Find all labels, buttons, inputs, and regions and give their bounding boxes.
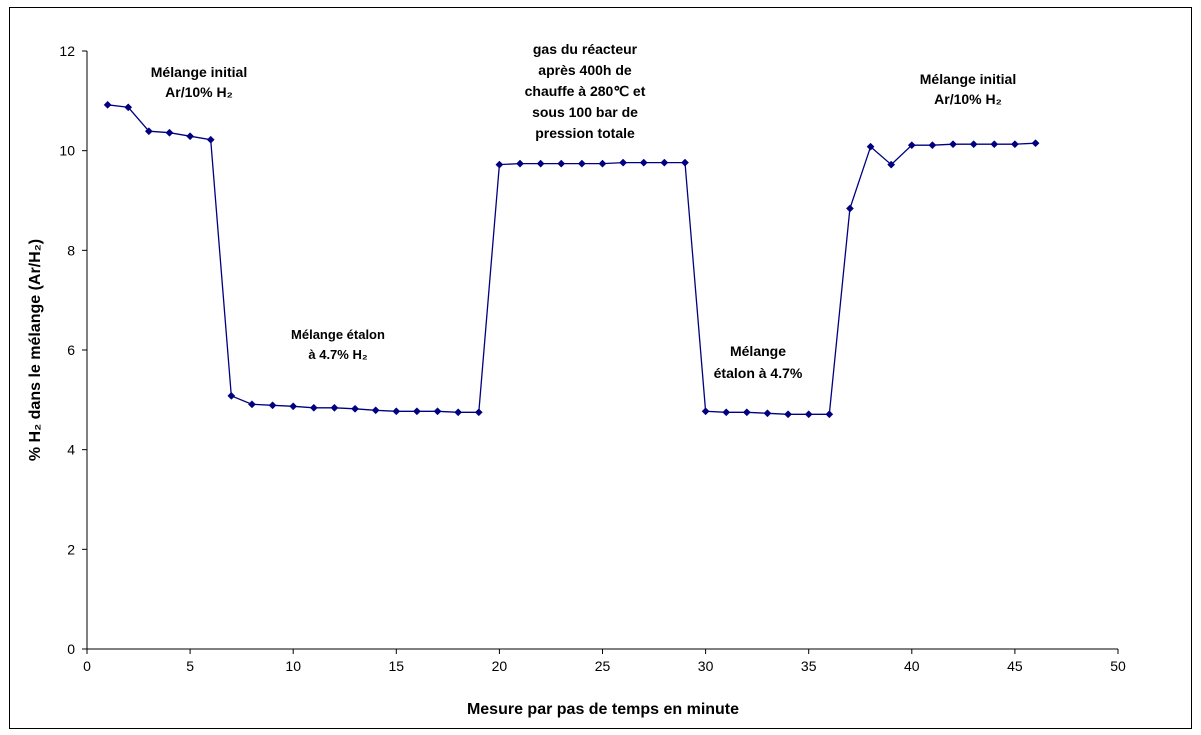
x-tick-label: 25 xyxy=(595,658,611,674)
data-point xyxy=(412,407,421,416)
annotation: gas du réacteur après 400h de chauffe à 28… xyxy=(525,41,646,141)
y-tick-label: 4 xyxy=(67,442,75,458)
y-tick-label: 8 xyxy=(67,242,75,258)
data-point xyxy=(969,140,978,149)
data-point xyxy=(681,158,689,167)
y-axis-title: % H₂ dans le mélange (Ar/H₂) xyxy=(27,239,44,461)
chart-frame xyxy=(9,7,1192,729)
x-axis-title: Mesure par pas de temps en minute xyxy=(467,701,739,718)
data-point xyxy=(103,100,112,109)
annotation-line: chauffe à 280℃ et xyxy=(525,83,646,99)
x-tick-label: 30 xyxy=(698,658,714,674)
data-point xyxy=(598,159,607,168)
data-point xyxy=(845,204,854,213)
data-point xyxy=(495,160,504,169)
data-point xyxy=(825,410,834,419)
x-tick-label: 15 xyxy=(389,658,405,674)
data-point xyxy=(928,141,937,150)
data-point xyxy=(701,407,710,416)
annotation-line: pression totale xyxy=(535,125,635,141)
data-point xyxy=(619,158,628,167)
data-point xyxy=(516,159,524,168)
data-point xyxy=(763,409,772,418)
data-point xyxy=(144,127,153,136)
annotation-line: sous 100 bar de xyxy=(532,104,638,120)
data-point xyxy=(186,132,195,141)
data-point xyxy=(784,410,793,419)
x-tick-label: 40 xyxy=(904,658,920,674)
annotation-line: Mélange xyxy=(730,343,786,359)
data-point xyxy=(454,408,463,417)
data-point xyxy=(949,140,957,149)
data-point xyxy=(124,103,133,112)
annotation-line: étalon à 4.7% xyxy=(714,365,803,381)
x-tick-label: 0 xyxy=(83,658,91,674)
data-point xyxy=(165,128,174,137)
annotation-line: Ar/10% H₂ xyxy=(165,84,233,100)
annotation: Mélange initial Ar/10% H₂ xyxy=(920,71,1016,107)
data-point xyxy=(536,159,545,168)
data-point xyxy=(289,402,298,411)
data-point xyxy=(990,140,999,149)
data-point xyxy=(351,404,360,413)
data-point xyxy=(639,158,648,167)
annotation-line: Ar/10% H₂ xyxy=(934,91,1002,107)
data-point xyxy=(1010,140,1019,149)
data-point xyxy=(268,401,277,410)
annotation: Mélange étalon à 4.7% xyxy=(714,343,803,381)
data-point xyxy=(722,408,731,417)
annotation: Mélange étalon à 4.7% H₂ xyxy=(291,327,385,362)
data-point xyxy=(392,407,401,416)
data-point xyxy=(227,391,236,400)
data-point xyxy=(804,410,813,419)
annotation-line: après 400h de xyxy=(538,62,632,78)
ticks: 0 5 10 15 20 25 30 35 40 45 50 0 2 4 6 8 10 12 xyxy=(59,43,1126,674)
data-point xyxy=(433,407,442,416)
annotation-line: à 4.7% H₂ xyxy=(308,347,367,362)
annotations: Mélange initial Ar/10% H₂ Mélange étalon à … xyxy=(151,41,1016,381)
y-tick-label: 12 xyxy=(59,43,75,59)
data-point xyxy=(248,400,256,409)
x-tick-label: 45 xyxy=(1007,658,1023,674)
data-point xyxy=(577,159,586,168)
annotation-line: gas du réacteur xyxy=(533,41,638,57)
series-line xyxy=(107,104,1036,415)
data-point xyxy=(371,406,380,415)
data-point xyxy=(557,159,566,168)
data-point xyxy=(330,403,339,412)
data-point xyxy=(1031,139,1040,148)
data-point xyxy=(742,408,751,417)
data-point xyxy=(309,403,318,412)
y-tick-label: 10 xyxy=(59,143,75,159)
data-point xyxy=(887,160,896,169)
data-point xyxy=(474,408,483,417)
annotation-line: Mélange étalon xyxy=(291,327,385,342)
annotation-line: Mélange initial xyxy=(920,71,1016,87)
annotation: Mélange initial Ar/10% H₂ xyxy=(151,64,247,100)
data-point xyxy=(660,158,669,167)
x-tick-label: 50 xyxy=(1110,658,1126,674)
y-tick-label: 6 xyxy=(67,342,75,358)
data-point xyxy=(206,135,215,144)
data-point xyxy=(907,141,916,150)
data-point xyxy=(866,142,875,151)
x-tick-label: 20 xyxy=(492,658,508,674)
y-tick-label: 2 xyxy=(67,541,75,557)
annotation-line: Mélange initial xyxy=(151,64,247,80)
series xyxy=(103,100,1040,419)
x-tick-label: 10 xyxy=(285,658,301,674)
y-tick-label: 0 xyxy=(67,641,75,657)
x-tick-label: 35 xyxy=(801,658,817,674)
x-tick-label: 5 xyxy=(186,658,194,674)
